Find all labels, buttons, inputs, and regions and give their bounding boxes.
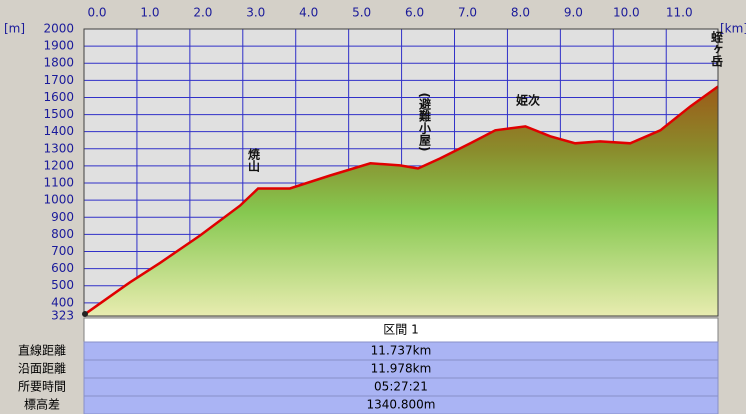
- start-marker: [82, 311, 88, 317]
- x-tick-label: 5.0: [352, 6, 371, 20]
- y-tick-label: 400: [51, 295, 74, 309]
- x-tick-label: 4.0: [299, 6, 318, 20]
- x-tick-label: 0.0: [87, 6, 106, 20]
- x-tick-label: 6.0: [405, 6, 424, 20]
- area: [84, 86, 718, 316]
- y-tick-label: 323: [51, 309, 74, 323]
- plot-border: [83, 28, 719, 317]
- y-unit: [m]: [4, 22, 25, 36]
- x-unit: [km]: [720, 22, 746, 36]
- y-tick-label: 1000: [43, 193, 74, 207]
- y-tick-label: 1100: [43, 176, 74, 190]
- y-tick-label: 900: [51, 210, 74, 224]
- row-label: 直線距離: [18, 343, 66, 358]
- y-tick-label: 500: [51, 278, 74, 292]
- row-label: 沿面距離: [18, 362, 66, 376]
- y-tick-label: 1300: [43, 141, 74, 155]
- x-tick-label: 10.0: [613, 6, 640, 20]
- x-tick-label: 8.0: [511, 6, 530, 20]
- table-row: [83, 395, 719, 414]
- y-tick-label: 600: [51, 261, 74, 275]
- row-label: 標高差: [24, 397, 60, 412]
- annotation: (避難小屋): [418, 93, 432, 152]
- x-tick-label: 2.0: [193, 6, 212, 20]
- x-tick-label: 11.0: [666, 6, 693, 20]
- annotation: 蛭ヶ岳: [710, 30, 724, 68]
- annotation: 焼山: [247, 147, 261, 173]
- row-value: 11.978km: [371, 362, 432, 376]
- row-value: 1340.800m: [367, 398, 436, 412]
- x-tick-label: 9.0: [564, 6, 583, 20]
- y-tick-label: 1200: [43, 158, 74, 172]
- y-tick-label: 1800: [43, 56, 74, 70]
- table-header-text: 区間 1: [383, 323, 418, 337]
- x-tick-label: 1.0: [140, 6, 159, 20]
- row-value: 11.737km: [371, 344, 432, 358]
- line: [83, 85, 719, 316]
- annotation: 姫次: [516, 93, 540, 108]
- y-tick-label: 1700: [43, 73, 74, 87]
- y-tick-label: 2000: [43, 22, 74, 36]
- row-label: 所要時間: [18, 380, 66, 394]
- x-tick-label: 3.0: [246, 6, 265, 20]
- y-tick-label: 1500: [43, 107, 74, 121]
- x-tick-label: 7.0: [458, 6, 477, 20]
- row-value: 05:27:21: [374, 380, 428, 394]
- y-tick-label: 800: [51, 227, 74, 241]
- y-tick-label: 1900: [43, 39, 74, 53]
- y-tick-label: 1600: [43, 90, 74, 104]
- y-tick-label: 1400: [43, 124, 74, 138]
- y-tick-label: 700: [51, 244, 74, 258]
